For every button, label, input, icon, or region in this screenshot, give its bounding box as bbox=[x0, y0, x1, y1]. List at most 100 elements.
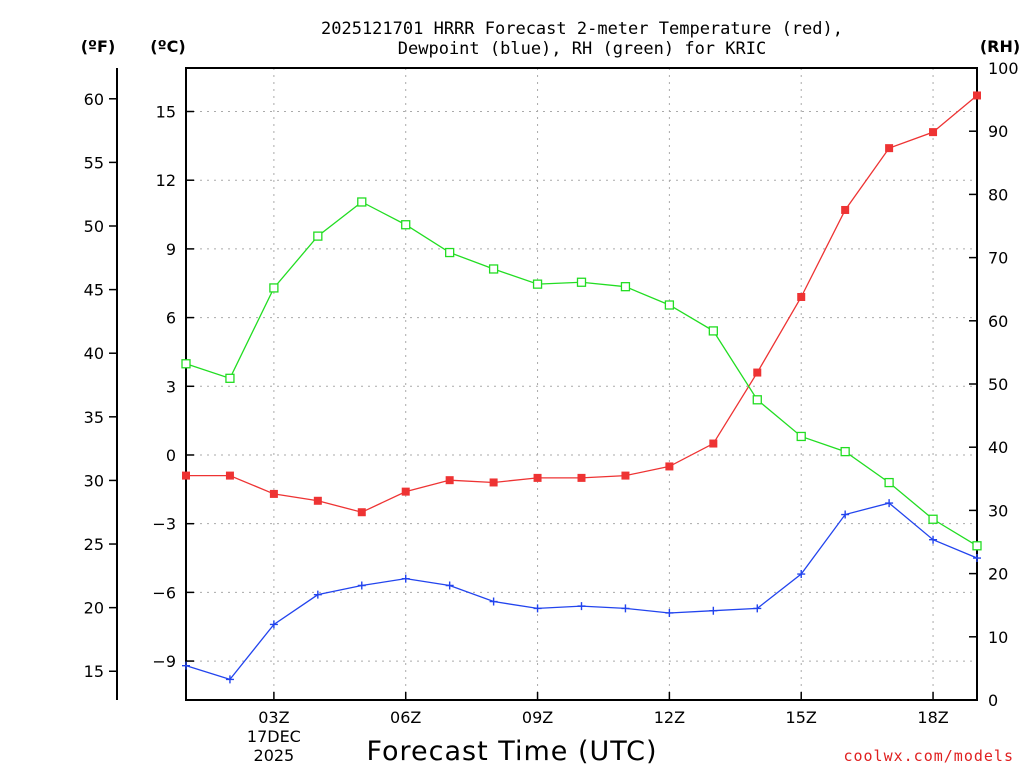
date-label: 2025 bbox=[254, 746, 295, 765]
rh-tick-label: 0 bbox=[988, 691, 998, 710]
rh-point bbox=[620, 282, 631, 292]
x-tick-label: 06Z bbox=[390, 708, 421, 727]
celsius-unit-label: (ºC) bbox=[150, 37, 185, 56]
rh-tick-label: 100 bbox=[988, 59, 1019, 78]
chart-title-line-1: 2025121701 HRRR Forecast 2-meter Tempera… bbox=[321, 19, 843, 39]
dewpoint-point bbox=[225, 675, 234, 684]
rh-unit-label: (RH) bbox=[980, 37, 1020, 56]
rh-tick-label: 40 bbox=[988, 438, 1008, 457]
rh-tick-label: 20 bbox=[988, 565, 1008, 584]
rh-point bbox=[181, 359, 191, 369]
celsius-tick-label: −9 bbox=[152, 652, 176, 671]
x-tick-label: 12Z bbox=[654, 708, 685, 727]
temperature-point bbox=[885, 144, 894, 153]
rh-point bbox=[445, 247, 455, 258]
celsius-tick-label: 0 bbox=[166, 446, 176, 465]
fahrenheit-tick-label: 25 bbox=[84, 535, 104, 554]
rh-tick-label: 10 bbox=[988, 628, 1008, 647]
dewpoint-point bbox=[665, 608, 674, 617]
temperature-point bbox=[665, 462, 674, 471]
rh-point bbox=[576, 277, 587, 287]
rh-point bbox=[532, 279, 543, 289]
rh-point bbox=[884, 477, 894, 488]
rh-point bbox=[225, 373, 235, 383]
fahrenheit-tick-label: 20 bbox=[84, 599, 104, 618]
rh-point bbox=[488, 264, 499, 274]
temperature-point bbox=[577, 473, 586, 482]
credit-label: coolwx.com/models bbox=[843, 747, 1014, 765]
temperature-point bbox=[621, 471, 630, 480]
fahrenheit-tick-label: 50 bbox=[84, 217, 104, 236]
fahrenheit-unit-label: (ºF) bbox=[81, 37, 116, 56]
dewpoint-line bbox=[185, 502, 978, 681]
x-tick-label: 03Z bbox=[258, 708, 289, 727]
tick-labels: 15129630−3−6−960555045403530252015010203… bbox=[84, 59, 1019, 765]
dewpoint-point bbox=[489, 597, 498, 606]
rh-series bbox=[181, 197, 982, 551]
celsius-tick-label: 6 bbox=[166, 309, 176, 328]
temperature-point bbox=[489, 478, 498, 487]
temperature-point bbox=[533, 473, 542, 482]
dewpoint-point bbox=[841, 510, 850, 519]
dewpoint-point bbox=[269, 620, 278, 629]
fahrenheit-tick-label: 35 bbox=[84, 408, 104, 427]
rh-point bbox=[708, 326, 718, 336]
fahrenheit-tick-label: 55 bbox=[84, 153, 104, 172]
temperature-point bbox=[753, 368, 762, 377]
x-tick-label: 18Z bbox=[917, 708, 948, 727]
dewpoint-point bbox=[357, 581, 366, 590]
rh-point bbox=[357, 197, 367, 207]
celsius-tick-label: 15 bbox=[156, 103, 176, 122]
dewpoint-point bbox=[621, 604, 630, 613]
dewpoint-point bbox=[533, 604, 542, 613]
rh-point bbox=[928, 514, 938, 524]
celsius-tick-label: −3 bbox=[152, 515, 176, 534]
dewpoint-point bbox=[401, 574, 410, 583]
temperature-point bbox=[401, 487, 410, 496]
rh-tick-label: 50 bbox=[988, 375, 1008, 394]
dewpoint-point bbox=[973, 554, 981, 563]
temperature-point bbox=[182, 471, 190, 480]
temperature-point bbox=[797, 292, 806, 301]
fahrenheit-tick-label: 40 bbox=[84, 344, 104, 363]
x-tick-label: 15Z bbox=[786, 708, 817, 727]
rh-tick-label: 90 bbox=[988, 122, 1008, 141]
dewpoint-point bbox=[753, 604, 762, 613]
fahrenheit-tick-label: 15 bbox=[84, 662, 104, 681]
dewpoint-point bbox=[445, 581, 454, 590]
temperature-point bbox=[269, 489, 278, 498]
temperature-point bbox=[445, 476, 454, 485]
dewpoint-point bbox=[885, 499, 894, 508]
dewpoint-point bbox=[709, 606, 718, 615]
dewpoint-point bbox=[797, 570, 806, 579]
rh-point bbox=[796, 431, 806, 442]
dewpoint-series bbox=[182, 499, 981, 684]
rh-point bbox=[664, 300, 675, 310]
rh-point bbox=[269, 283, 279, 293]
dewpoint-point bbox=[182, 661, 190, 670]
dewpoint-point bbox=[313, 590, 322, 599]
temperature-series bbox=[182, 91, 981, 517]
rh-tick-label: 70 bbox=[988, 249, 1008, 268]
rh-point bbox=[752, 395, 762, 405]
chart-title-line-2: Dewpoint (blue), RH (green) for KRIC bbox=[398, 39, 766, 59]
rh-tick-label: 80 bbox=[988, 185, 1008, 204]
fahrenheit-tick-label: 60 bbox=[84, 90, 104, 109]
temperature-line bbox=[186, 94, 978, 513]
rh-point bbox=[840, 446, 850, 457]
rh-line bbox=[185, 201, 978, 547]
temperature-point bbox=[225, 471, 234, 480]
temperature-point bbox=[357, 508, 366, 517]
temperature-point bbox=[973, 91, 981, 100]
rh-point bbox=[313, 231, 323, 241]
data-series bbox=[181, 91, 982, 684]
rh-tick-label: 60 bbox=[988, 312, 1008, 331]
date-label: 17DEC bbox=[247, 727, 301, 746]
rh-tick-label: 30 bbox=[988, 501, 1008, 520]
celsius-tick-label: 9 bbox=[166, 240, 176, 259]
rh-point bbox=[401, 220, 411, 230]
celsius-tick-label: 12 bbox=[156, 171, 176, 190]
rh-point bbox=[972, 541, 982, 551]
temperature-point bbox=[841, 205, 850, 214]
